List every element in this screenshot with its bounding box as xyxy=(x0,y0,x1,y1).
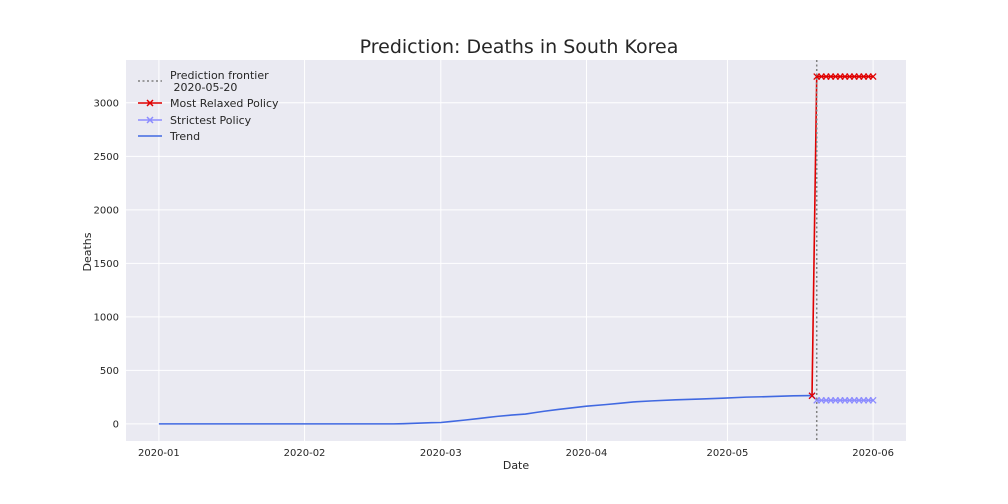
x-tick-label: 2020-05 xyxy=(707,448,749,459)
series-layer xyxy=(158,73,877,425)
legend: Prediction frontier 2020-05-20 Most Rela… xyxy=(138,69,279,143)
y-tick-label: 3000 xyxy=(94,98,119,109)
legend-frontier-label: Prediction frontier xyxy=(170,69,269,82)
marker-most-relaxed-policy xyxy=(808,392,816,400)
x-tick-label: 2020-06 xyxy=(852,448,894,459)
tick-labels: 0 500 1000 1500 2000 2500 3000 2020-01 2020-02 20… xyxy=(94,98,894,459)
x-tick-label: 2020-01 xyxy=(138,448,180,459)
marker-most-relaxed-policy xyxy=(869,73,877,81)
plot-area xyxy=(126,60,906,441)
grid-lines xyxy=(126,60,906,441)
y-tick-label: 2500 xyxy=(94,152,119,163)
legend-strictest-marker xyxy=(146,116,154,124)
legend-frontier-date: 2020-05-20 xyxy=(170,81,237,94)
x-tick-label: 2020-03 xyxy=(420,448,462,459)
y-tick-label: 1500 xyxy=(94,259,119,270)
y-tick-label: 0 xyxy=(113,419,119,430)
x-axis-label: Date xyxy=(503,459,530,472)
y-tick-label: 500 xyxy=(100,366,119,377)
series-line-trend xyxy=(158,394,813,425)
legend-relaxed-marker xyxy=(146,99,154,107)
chart-title: Prediction: Deaths in South Korea xyxy=(360,36,679,58)
x-tick-label: 2020-04 xyxy=(566,448,608,459)
y-tick-label: 2000 xyxy=(94,205,119,216)
legend-trend-label: Trend xyxy=(169,130,200,143)
legend-strictest-label: Strictest Policy xyxy=(170,114,252,127)
x-tick-label: 2020-02 xyxy=(284,448,326,459)
legend-relaxed-label: Most Relaxed Policy xyxy=(170,97,279,110)
y-tick-label: 1000 xyxy=(94,312,119,323)
marker-strictest-policy xyxy=(869,396,877,404)
y-axis-label: Deaths xyxy=(81,232,94,271)
